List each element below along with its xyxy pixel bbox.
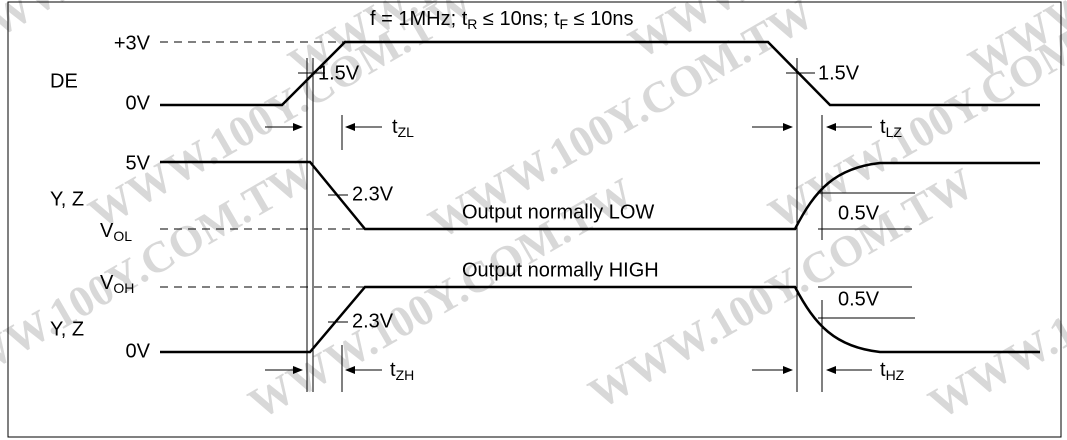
- threshold-label: 2.3V: [352, 183, 394, 205]
- timing-label: tHZ: [880, 359, 905, 382]
- timing-label: tZL: [392, 116, 414, 139]
- text-part: ≤ 10ns: [568, 8, 633, 30]
- de-waveform: [160, 40, 1040, 107]
- delta-label: 0.5V: [838, 288, 880, 310]
- yz-high-waveform: [160, 285, 1040, 354]
- signal-name: DE: [50, 70, 78, 92]
- text-part: V: [100, 220, 114, 242]
- level-label: 5V: [126, 152, 151, 174]
- text-part: f = 1MHz; t: [370, 8, 468, 30]
- output-note: Output normally HIGH: [462, 259, 659, 281]
- subscript: LZ: [886, 124, 903, 140]
- text-part: t: [392, 116, 398, 138]
- subscript: HZ: [886, 367, 905, 383]
- frame: [7, 1, 1062, 438]
- subscript: ZL: [398, 124, 415, 140]
- threshold-label: 1.5V: [818, 62, 860, 84]
- threshold-label: 1.5V: [318, 62, 360, 84]
- timing-label: tZH: [390, 359, 414, 382]
- timing-label: tLZ: [880, 116, 902, 139]
- subscript: F: [560, 16, 569, 32]
- yz-low-waveform: [160, 160, 1040, 231]
- text-part: t: [880, 359, 886, 381]
- delta-lines: [818, 192, 915, 230]
- level-label: VOH: [100, 272, 134, 295]
- level-label: 0V: [126, 92, 151, 114]
- title: f = 1MHz; tR ≤ 10ns; tF ≤ 10ns: [370, 8, 634, 31]
- subscript: ZH: [396, 367, 415, 383]
- level-label: 0V: [126, 340, 151, 362]
- subscript: OH: [113, 280, 134, 296]
- text-part: t: [390, 359, 396, 381]
- subscript: R: [467, 16, 477, 32]
- level-label: +3V: [114, 32, 151, 54]
- level-label: VOL: [100, 220, 132, 243]
- subscript: OL: [113, 228, 132, 244]
- text-part: t: [880, 116, 886, 138]
- signal-name: Y, Z: [50, 188, 84, 210]
- text-part: ≤ 10ns; t: [477, 8, 560, 30]
- delta-label: 0.5V: [838, 202, 880, 224]
- output-note: Output normally LOW: [462, 201, 654, 223]
- signal-name: Y, Z: [50, 318, 84, 340]
- text-part: V: [100, 272, 114, 294]
- delta-lines: [818, 286, 915, 319]
- threshold-label: 2.3V: [352, 310, 394, 332]
